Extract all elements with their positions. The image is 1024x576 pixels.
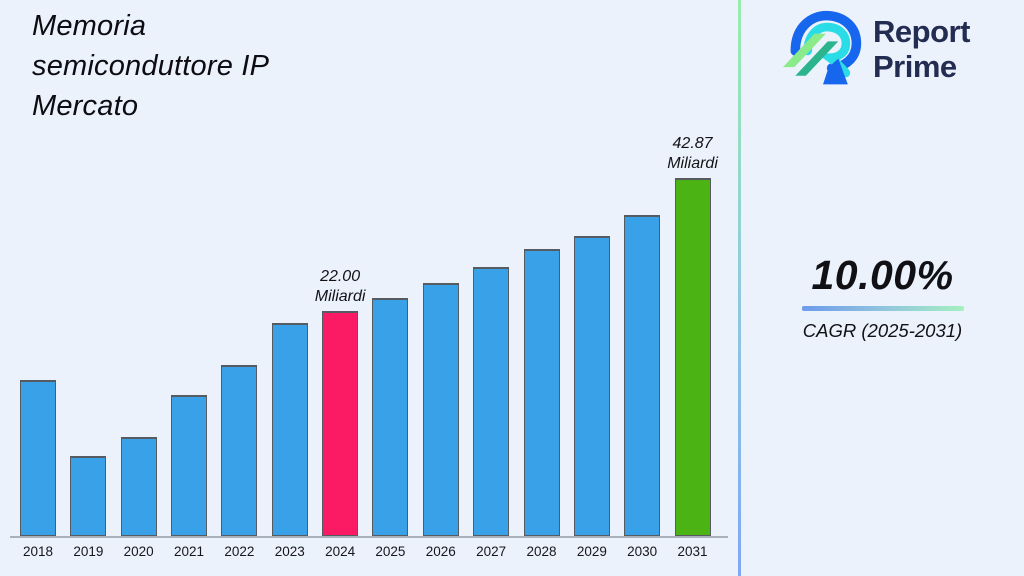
chart-panel: Memoria semiconduttore IP Mercato 2018 20… — [10, 6, 741, 559]
x-axis-label-2018: 2018 — [22, 544, 54, 559]
cagr-label: CAGR (2025-2031) — [802, 320, 963, 341]
x-axis-label-2025: 2025 — [375, 544, 406, 559]
x-axis-label-2030: 2030 — [627, 544, 658, 559]
x-axis-line — [10, 536, 728, 538]
bar-2020 — [120, 437, 157, 536]
chart-title-line-2: semiconduttore IP — [32, 50, 270, 82]
x-axis-label-2031: 2031 — [677, 544, 708, 559]
info-panel: Report Prime 10.00% CAGR (2025-2031) — [741, 0, 1024, 576]
bar-value-number: 22.00 — [320, 268, 361, 285]
bar-value-number: 42.87 — [672, 135, 713, 152]
cagr-value: 10.00% — [811, 252, 954, 298]
cagr-block: 10.00% CAGR (2025-2031) — [741, 252, 1024, 342]
bar-2022 — [221, 365, 258, 536]
chart-title-line-3: Mercato — [32, 90, 139, 122]
bar-2027 — [473, 267, 510, 536]
bar-value-label-2031: 42.87 Miliardi — [645, 134, 741, 174]
x-axis-label-2020: 2020 — [123, 544, 154, 559]
bar-2018 — [20, 380, 56, 536]
x-axis-label-2028: 2028 — [526, 544, 557, 559]
x-axis-label-2021: 2021 — [174, 544, 205, 559]
brand-logo: Report Prime — [781, 8, 970, 92]
x-axis-label-2027: 2027 — [476, 544, 507, 559]
x-axis-label-2022: 2022 — [224, 544, 255, 559]
bar-value-unit: Miliardi — [314, 288, 366, 305]
x-axis-label-2029: 2029 — [576, 544, 607, 559]
bar-2029 — [573, 236, 610, 536]
bar-value-label-2024: 22.00 Miliardi — [292, 267, 388, 307]
x-axis-label-2024: 2024 — [325, 544, 356, 559]
bar-2026 — [422, 283, 459, 536]
bar-2019 — [70, 456, 107, 536]
panel-divider — [738, 0, 741, 576]
brand-name: Report Prime — [873, 15, 970, 84]
report-prime-logo-icon — [782, 10, 862, 85]
chart-title-line-1: Memoria — [32, 10, 147, 42]
x-axis-label-2023: 2023 — [274, 544, 305, 559]
x-axis-label-2019: 2019 — [73, 544, 104, 559]
bar-2021 — [171, 395, 208, 536]
cagr-underline — [801, 306, 964, 311]
bar-2024 — [322, 311, 359, 536]
brand-name-line-2: Prime — [873, 49, 957, 84]
bar-2023 — [271, 323, 308, 536]
brand-name-line-1: Report — [873, 14, 970, 50]
bar-2028 — [523, 249, 560, 536]
bar-2030 — [624, 215, 661, 536]
chart-title: Memoria semiconduttore IP Mercato — [32, 6, 269, 126]
bar-2025 — [372, 298, 409, 536]
bar-2031 — [674, 178, 711, 536]
bar-value-unit: Miliardi — [667, 155, 718, 172]
x-axis-label-2026: 2026 — [425, 544, 456, 559]
